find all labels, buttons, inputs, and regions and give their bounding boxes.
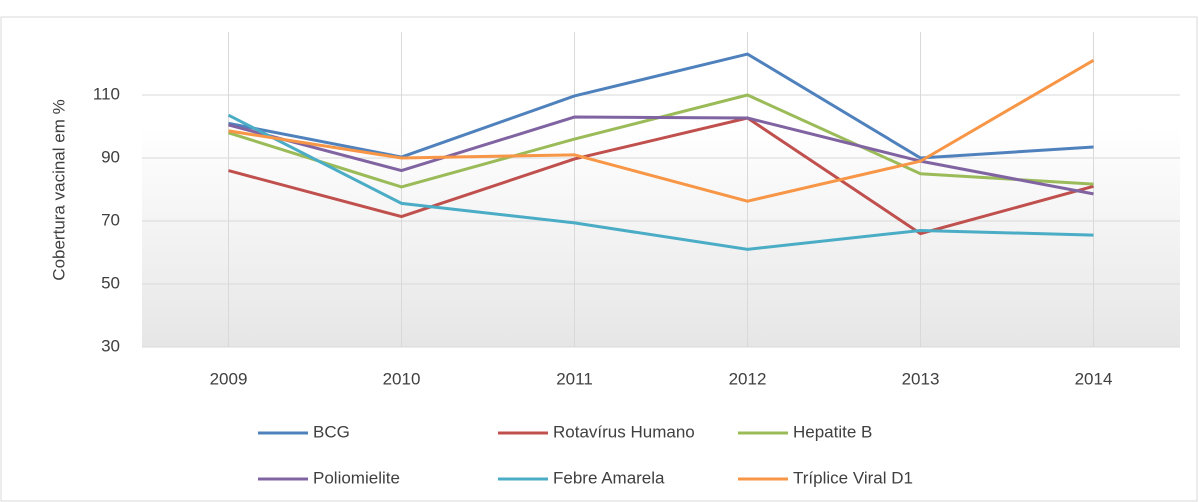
x-tick-label: 2010 bbox=[383, 369, 421, 388]
x-tick-label: 2013 bbox=[902, 369, 940, 388]
series-line bbox=[228, 116, 1094, 236]
x-tick-label: 2014 bbox=[1075, 369, 1113, 388]
legend-label: Rotavírus Humano bbox=[553, 422, 695, 441]
legend-label: Febre Amarela bbox=[553, 468, 665, 487]
y-tick-label: 110 bbox=[93, 84, 120, 103]
legend-label: Poliomielite bbox=[313, 468, 400, 487]
plot-area bbox=[142, 32, 1180, 347]
series-line bbox=[228, 115, 1094, 196]
x-tick-label: 2012 bbox=[729, 369, 767, 388]
x-tick-label: 2011 bbox=[556, 369, 593, 388]
y-tick-label: 90 bbox=[101, 147, 120, 166]
y-tick-label: 50 bbox=[101, 273, 120, 292]
legend-label: BCG bbox=[313, 422, 350, 441]
x-tick-label: 2009 bbox=[210, 369, 248, 388]
y-tick-label: 70 bbox=[101, 210, 120, 229]
series-line bbox=[227, 113, 1094, 251]
y-tick-label: 30 bbox=[101, 336, 120, 355]
series-line bbox=[228, 59, 1095, 203]
series-line bbox=[228, 52, 1094, 160]
legend-label: Hepatite B bbox=[793, 422, 872, 441]
legend-label: Tríplice Viral D1 bbox=[793, 468, 913, 487]
y-axis-label: Cobertura vacinal em % bbox=[49, 99, 68, 280]
